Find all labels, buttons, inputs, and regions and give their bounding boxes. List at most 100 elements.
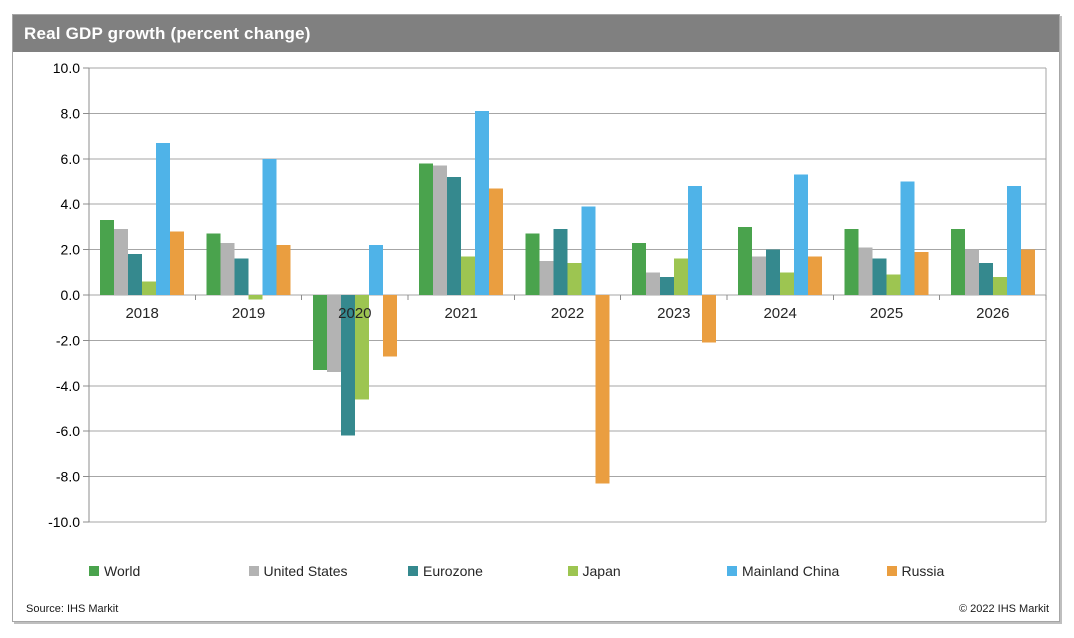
bar-mainland-china-2026 xyxy=(1006,186,1021,295)
bar-russia-2024 xyxy=(808,256,823,295)
bar-russia-2018 xyxy=(170,231,185,295)
bar-united-states-2018 xyxy=(114,229,129,295)
chart-frame: Real GDP growth (percent change) 10.0 8.0… xyxy=(12,14,1060,622)
chart-title-bar: Real GDP growth (percent change) xyxy=(13,15,1059,52)
legend-label: United States xyxy=(263,563,348,579)
bar-eurozone-2020 xyxy=(340,295,355,436)
bar-mainland-china-2025 xyxy=(900,181,915,295)
bar-eurozone-2026 xyxy=(978,263,993,295)
legend-swatch-icon xyxy=(727,566,737,576)
bar-world-2020 xyxy=(312,295,327,370)
y-axis-label: 0.0 xyxy=(61,287,81,303)
legend-item-eurozone: Eurozone xyxy=(408,561,568,581)
bar-mainland-china-2021 xyxy=(475,111,490,295)
bar-world-2025 xyxy=(844,229,859,295)
bar-mainland-china-2020 xyxy=(368,245,383,295)
bar-eurozone-2023 xyxy=(659,276,674,295)
bar-united-states-2020 xyxy=(326,295,341,373)
legend-label: World xyxy=(104,563,141,579)
x-axis-label-2026: 2026 xyxy=(976,305,1009,322)
bar-russia-2025 xyxy=(914,251,929,295)
bar-world-2024 xyxy=(738,226,753,295)
x-axis-label-2022: 2022 xyxy=(551,305,584,322)
bar-japan-2021 xyxy=(461,256,476,295)
y-axis-label: -10.0 xyxy=(48,514,80,530)
y-axis-label: -8.0 xyxy=(56,469,80,485)
bar-world-2019 xyxy=(206,233,221,295)
bar-united-states-2021 xyxy=(433,165,448,295)
bar-mainland-china-2024 xyxy=(794,174,809,295)
bar-japan-2025 xyxy=(886,274,901,295)
bar-mainland-china-2018 xyxy=(156,142,171,295)
bar-mainland-china-2023 xyxy=(687,186,702,295)
bar-united-states-2023 xyxy=(645,272,660,295)
bar-japan-2023 xyxy=(673,258,688,295)
copyright-note: © 2022 IHS Markit xyxy=(958,603,1049,615)
legend-item-world: World xyxy=(89,561,249,581)
y-axis-label: 2.0 xyxy=(61,242,81,258)
bar-world-2018 xyxy=(100,220,115,295)
x-axis-label-2020: 2020 xyxy=(338,305,371,322)
y-axis-label: 10.0 xyxy=(53,60,80,76)
chart-footer: Source: IHS Markit © 2022 IHS Markit xyxy=(26,603,1049,615)
legend-swatch-icon xyxy=(567,566,578,576)
bar-russia-2020 xyxy=(382,295,397,357)
bar-united-states-2019 xyxy=(220,242,235,295)
bar-eurozone-2022 xyxy=(553,229,568,295)
bar-japan-2022 xyxy=(567,263,582,295)
bar-japan-2020 xyxy=(354,295,369,400)
source-note: Source: IHS Markit xyxy=(26,603,119,615)
legend-swatch-icon xyxy=(248,566,259,576)
bar-eurozone-2018 xyxy=(128,254,143,295)
bar-russia-2019 xyxy=(276,245,291,295)
bar-eurozone-2025 xyxy=(872,258,887,295)
bar-united-states-2025 xyxy=(858,247,873,295)
legend-swatch-icon xyxy=(408,566,418,576)
x-axis-label-2018: 2018 xyxy=(125,305,158,322)
chart-legend: World United States Eurozone Japan Mainland … xyxy=(89,561,1046,581)
legend-swatch-icon xyxy=(886,566,897,576)
bar-world-2023 xyxy=(631,242,646,295)
x-axis-label-2025: 2025 xyxy=(870,305,903,322)
x-axis-label-2021: 2021 xyxy=(444,305,477,322)
bar-japan-2026 xyxy=(992,276,1007,295)
legend-swatch-icon xyxy=(89,566,99,576)
bar-japan-2018 xyxy=(142,281,157,295)
bar-world-2022 xyxy=(525,233,540,295)
legend-item-mainland-china: Mainland China xyxy=(727,561,887,581)
bar-eurozone-2019 xyxy=(234,258,249,295)
bar-eurozone-2021 xyxy=(447,176,462,295)
legend-item-united-states: United States xyxy=(248,561,409,581)
gdp-growth-bar-chart: 10.0 8.0 6.0 4.0 2.0 0.0 -2.0 -4.0 -6.0 -8.0 -10.0… xyxy=(48,60,1047,530)
bar-united-states-2022 xyxy=(539,260,554,295)
bar-united-states-2024 xyxy=(752,256,767,295)
y-axis-label: -6.0 xyxy=(56,423,80,439)
y-axis-label: 6.0 xyxy=(61,151,81,167)
bar-world-2026 xyxy=(950,229,965,295)
bar-russia-2023 xyxy=(701,295,716,343)
x-axis-label-2019: 2019 xyxy=(232,305,265,322)
y-axis-label: 8.0 xyxy=(61,105,81,121)
legend-item-japan: Japan xyxy=(567,561,728,581)
bar-russia-2021 xyxy=(489,188,504,295)
bar-russia-2026 xyxy=(1020,249,1035,295)
y-axis-label: -2.0 xyxy=(56,332,80,348)
bar-japan-2024 xyxy=(780,272,795,295)
legend-label: Eurozone xyxy=(423,563,483,579)
chart-title: Real GDP growth (percent change) xyxy=(24,23,311,43)
legend-label: Mainland China xyxy=(742,563,840,579)
legend-label: Japan xyxy=(582,563,621,579)
bar-japan-2019 xyxy=(248,295,263,300)
y-axis-label: 4.0 xyxy=(61,196,81,212)
bar-eurozone-2024 xyxy=(766,249,781,295)
bar-united-states-2026 xyxy=(964,249,979,295)
y-axis-label: -4.0 xyxy=(56,378,80,394)
bar-mainland-china-2019 xyxy=(262,158,277,295)
x-axis-label-2024: 2024 xyxy=(763,305,796,322)
legend-label: Russia xyxy=(901,563,945,579)
legend-item-russia: Russia xyxy=(886,561,1047,581)
bar-mainland-china-2022 xyxy=(581,206,596,295)
bar-russia-2022 xyxy=(595,295,610,484)
x-axis-label-2023: 2023 xyxy=(657,305,690,322)
bar-world-2021 xyxy=(419,163,434,295)
